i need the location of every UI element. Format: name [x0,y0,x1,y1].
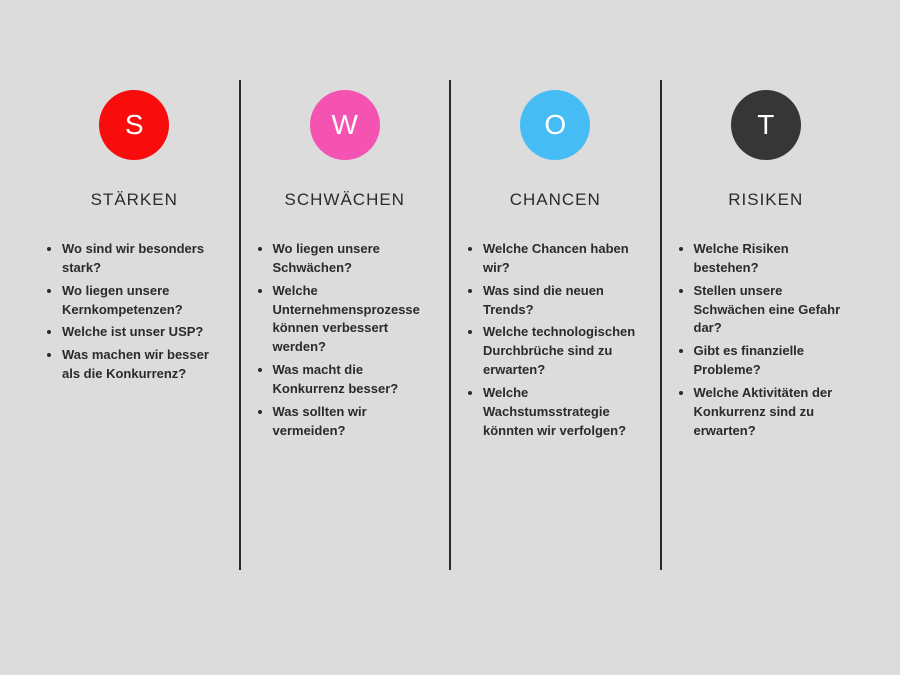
list-item: Welche Unternehmensprozesse können verbe… [273,282,436,357]
swot-column-risiken: T RISIKEN Welche Risiken bestehen? Stell… [662,90,871,444]
heading-chancen: CHANCEN [465,190,646,210]
list-item: Wo liegen unsere Kernkompetenzen? [62,282,225,320]
list-item: Welche Wachstumsstrategie könnten wir ve… [483,384,646,441]
swot-column-schwaechen: W SCHWÄCHEN Wo liegen unsere Schwächen? … [241,90,450,444]
list-item: Welche Risiken bestehen? [694,240,857,278]
swot-column-staerken: S STÄRKEN Wo sind wir besonders stark? W… [30,90,239,388]
list-item: Was macht die Konkurrenz besser? [273,361,436,399]
letter-circle-o: O [520,90,590,160]
list-item: Welche technologischen Durchbrüche sind … [483,323,646,380]
list-item: Welche Chancen haben wir? [483,240,646,278]
list-item: Welche Aktivitäten der Konkurrenz sind z… [694,384,857,441]
questions-schwaechen: Wo liegen unsere Schwächen? Welche Unter… [255,240,436,440]
letter-circle-t: T [731,90,801,160]
swot-canvas: S STÄRKEN Wo sind wir besonders stark? W… [0,0,900,675]
heading-staerken: STÄRKEN [44,190,225,210]
letter-circle-w: W [310,90,380,160]
list-item: Was sind die neuen Trends? [483,282,646,320]
list-item: Gibt es finanzielle Probleme? [694,342,857,380]
swot-columns: S STÄRKEN Wo sind wir besonders stark? W… [30,90,870,615]
list-item: Wo liegen unsere Schwächen? [273,240,436,278]
list-item: Wo sind wir besonders stark? [62,240,225,278]
heading-schwaechen: SCHWÄCHEN [255,190,436,210]
letter-circle-s: S [99,90,169,160]
swot-column-chancen: O CHANCEN Welche Chancen haben wir? Was … [451,90,660,444]
questions-staerken: Wo sind wir besonders stark? Wo liegen u… [44,240,225,384]
list-item: Stellen unsere Schwächen eine Gefahr dar… [694,282,857,339]
list-item: Was sollten wir vermeiden? [273,403,436,441]
heading-risiken: RISIKEN [676,190,857,210]
questions-chancen: Welche Chancen haben wir? Was sind die n… [465,240,646,440]
list-item: Was machen wir besser als die Konkurrenz… [62,346,225,384]
list-item: Welche ist unser USP? [62,323,225,342]
questions-risiken: Welche Risiken bestehen? Stellen unsere … [676,240,857,440]
